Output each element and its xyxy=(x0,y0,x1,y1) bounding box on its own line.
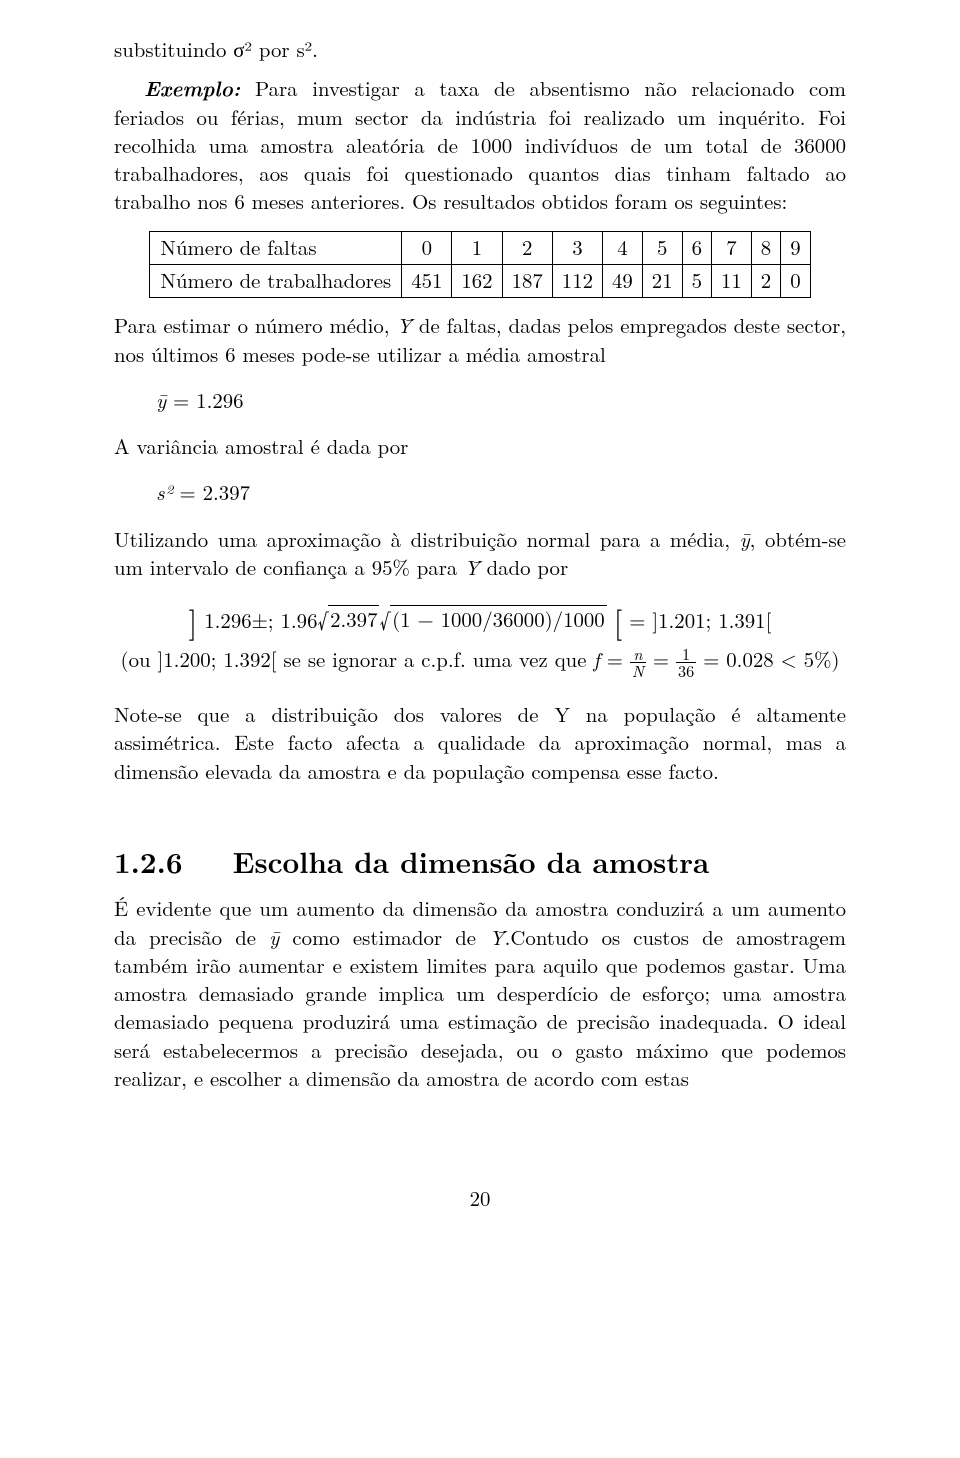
lhs: s² xyxy=(156,478,173,507)
equation-line-2: (ou ]1.200; 1.392[ se se ignorar a c.p.f… xyxy=(114,646,846,679)
cell: 8 xyxy=(751,231,780,264)
cell: 0 xyxy=(781,264,810,297)
text: como estimador de xyxy=(279,923,489,952)
paragraph-note: Note-se que a distribuição dos valores d… xyxy=(114,701,846,786)
paragraph-var: A variância amostral é dada por xyxy=(114,433,846,461)
sqrt-2: √(1 − 1000/36000)/1000 xyxy=(379,604,606,635)
cell: 2 xyxy=(502,231,552,264)
sqrt-1: √2.397 xyxy=(317,604,379,635)
table-row: Número de faltas 0 1 2 3 4 5 6 7 8 9 xyxy=(150,231,810,264)
main: 1.296±; 1.96 xyxy=(204,606,317,635)
interval: ]1.200; 1.392[ xyxy=(158,645,277,674)
page: substituindo σ² por s². Exemplo: Para in… xyxy=(0,0,960,1213)
ybar-symbol: Ȳ xyxy=(397,311,412,340)
lhs: ȳ xyxy=(156,386,166,415)
section-heading: 1.2.6 Escolha da dimensão da amostra xyxy=(114,842,846,881)
cell: 0 xyxy=(402,231,452,264)
text: Para estimar o número médio, xyxy=(114,311,397,340)
paragraph-subst: substituindo σ² por s². xyxy=(114,36,846,64)
section-number: 1.2.6 xyxy=(114,840,183,882)
text: substituindo σ² por s². xyxy=(114,35,318,64)
paragraph-estimate: Para estimar o número médio, Ȳ de faltas… xyxy=(114,312,846,369)
section-title: Escolha da dimensão da amostra xyxy=(233,840,710,882)
paragraph-exemplo: Exemplo: Para investigar a taxa de absen… xyxy=(114,74,846,216)
eq: = xyxy=(653,645,669,674)
text: Utilizando uma aproximação à distribuiçã… xyxy=(114,525,740,554)
cell: 9 xyxy=(781,231,810,264)
cell: 5 xyxy=(682,264,711,297)
equation-line-1: ] 1.296±; 1.96√2.397√(1 − 1000/36000)/10… xyxy=(114,604,846,635)
text: Note-se que a distribuição dos valores d… xyxy=(114,700,846,786)
paragraph-sec-body: É evidente que um aumento da dimensão da… xyxy=(114,895,846,1093)
eq: = xyxy=(179,478,195,507)
ybar-symbol: ȳ xyxy=(269,923,279,952)
cell: 1 xyxy=(452,231,502,264)
row-label: Número de faltas xyxy=(150,231,402,264)
cell: 3 xyxy=(552,231,602,264)
mid: se se ignorar a c.p.f. uma vez que xyxy=(283,645,586,674)
rest: = 0.028 < 5%) xyxy=(703,645,839,674)
cell: 451 xyxy=(402,264,452,297)
equation-interval: ] 1.296±; 1.96√2.397√(1 − 1000/36000)/10… xyxy=(114,604,846,679)
text: dado por xyxy=(480,553,568,582)
exemplo-label: Exemplo: xyxy=(144,73,240,103)
fraction-136: 136 xyxy=(676,646,696,679)
val: 1.296 xyxy=(196,386,243,415)
equation-s2: s² = 2.397 xyxy=(156,479,846,507)
cell: 162 xyxy=(452,264,502,297)
rhs: = ]1.201; 1.391[ xyxy=(629,606,771,635)
bracket-icon: ] xyxy=(189,599,198,643)
cell: 6 xyxy=(682,231,711,264)
cell: 11 xyxy=(712,264,752,297)
bracket-icon: [ xyxy=(614,599,623,643)
fraction-nN: nN xyxy=(630,646,646,679)
cell: 187 xyxy=(502,264,552,297)
cell: 2 xyxy=(751,264,780,297)
page-number: 20 xyxy=(114,1185,846,1213)
cell: 49 xyxy=(603,264,643,297)
open: (ou xyxy=(121,645,151,674)
cell: 21 xyxy=(642,264,682,297)
eq: = xyxy=(607,645,623,674)
eq: = xyxy=(173,386,189,415)
fvar: f xyxy=(593,645,599,674)
text: A variância amostral é dada por xyxy=(114,432,408,461)
ybar-symbol: ȳ xyxy=(740,525,750,554)
cell: 112 xyxy=(552,264,602,297)
row-label: Número de trabalhadores xyxy=(150,264,402,297)
cell: 7 xyxy=(712,231,752,264)
data-table: Número de faltas 0 1 2 3 4 5 6 7 8 9 Núm… xyxy=(149,231,810,299)
cell: 4 xyxy=(603,231,643,264)
table-row: Número de trabalhadores 451 162 187 112 … xyxy=(150,264,810,297)
ybar-symbol: Ȳ xyxy=(489,923,504,952)
val: 2.397 xyxy=(203,478,250,507)
cell: 5 xyxy=(642,231,682,264)
ybar-symbol: Ȳ xyxy=(464,553,479,582)
paragraph-normal: Utilizando uma aproximação à distribuiçã… xyxy=(114,526,846,583)
equation-ybar: ȳ = 1.296 xyxy=(156,387,846,415)
